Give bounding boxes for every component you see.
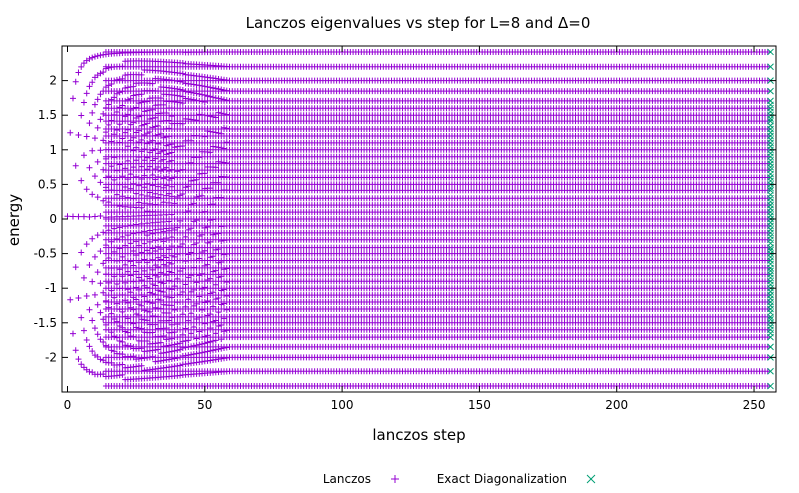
legend: Lanczos Exact Diagonalization: [323, 472, 596, 486]
chart-title: Lanczos eigenvalues vs step for L=8 and …: [246, 14, 591, 32]
y-tick-label: 1.5: [38, 108, 57, 122]
legend-exact-marker: [586, 474, 596, 484]
x-axis-label: lanczos step: [372, 426, 465, 444]
y-axis-ticks: -2 -1.5 -1 -0.5 0 0.5 1 1.5 2: [34, 74, 776, 364]
x-tick-label: 50: [197, 398, 212, 412]
y-tick-label: -0.5: [34, 247, 57, 261]
x-tick-label: 150: [468, 398, 491, 412]
plot-markers: [64, 48, 774, 390]
x-tick-label: 100: [331, 398, 354, 412]
y-tick-label: 2: [49, 74, 57, 88]
lanczos-points: [64, 48, 771, 390]
y-tick-label: -1.5: [34, 316, 57, 330]
y-tick-label: -1: [45, 281, 57, 295]
y-axis-label: energy: [5, 194, 23, 246]
y-tick-label: -2: [45, 350, 57, 364]
legend-exact-label: Exact Diagonalization: [437, 472, 567, 486]
legend-lanczos-marker: [391, 475, 399, 483]
x-tick-label: 200: [605, 398, 628, 412]
x-tick-label: 250: [743, 398, 766, 412]
y-tick-label: 1: [49, 143, 57, 157]
x-axis-ticks: 0 50 100 150 200 250: [64, 46, 766, 412]
x-tick-label: 0: [64, 398, 72, 412]
legend-lanczos-label: Lanczos: [323, 472, 371, 486]
y-tick-label: 0.5: [38, 177, 57, 191]
y-tick-label: 0: [49, 212, 57, 226]
